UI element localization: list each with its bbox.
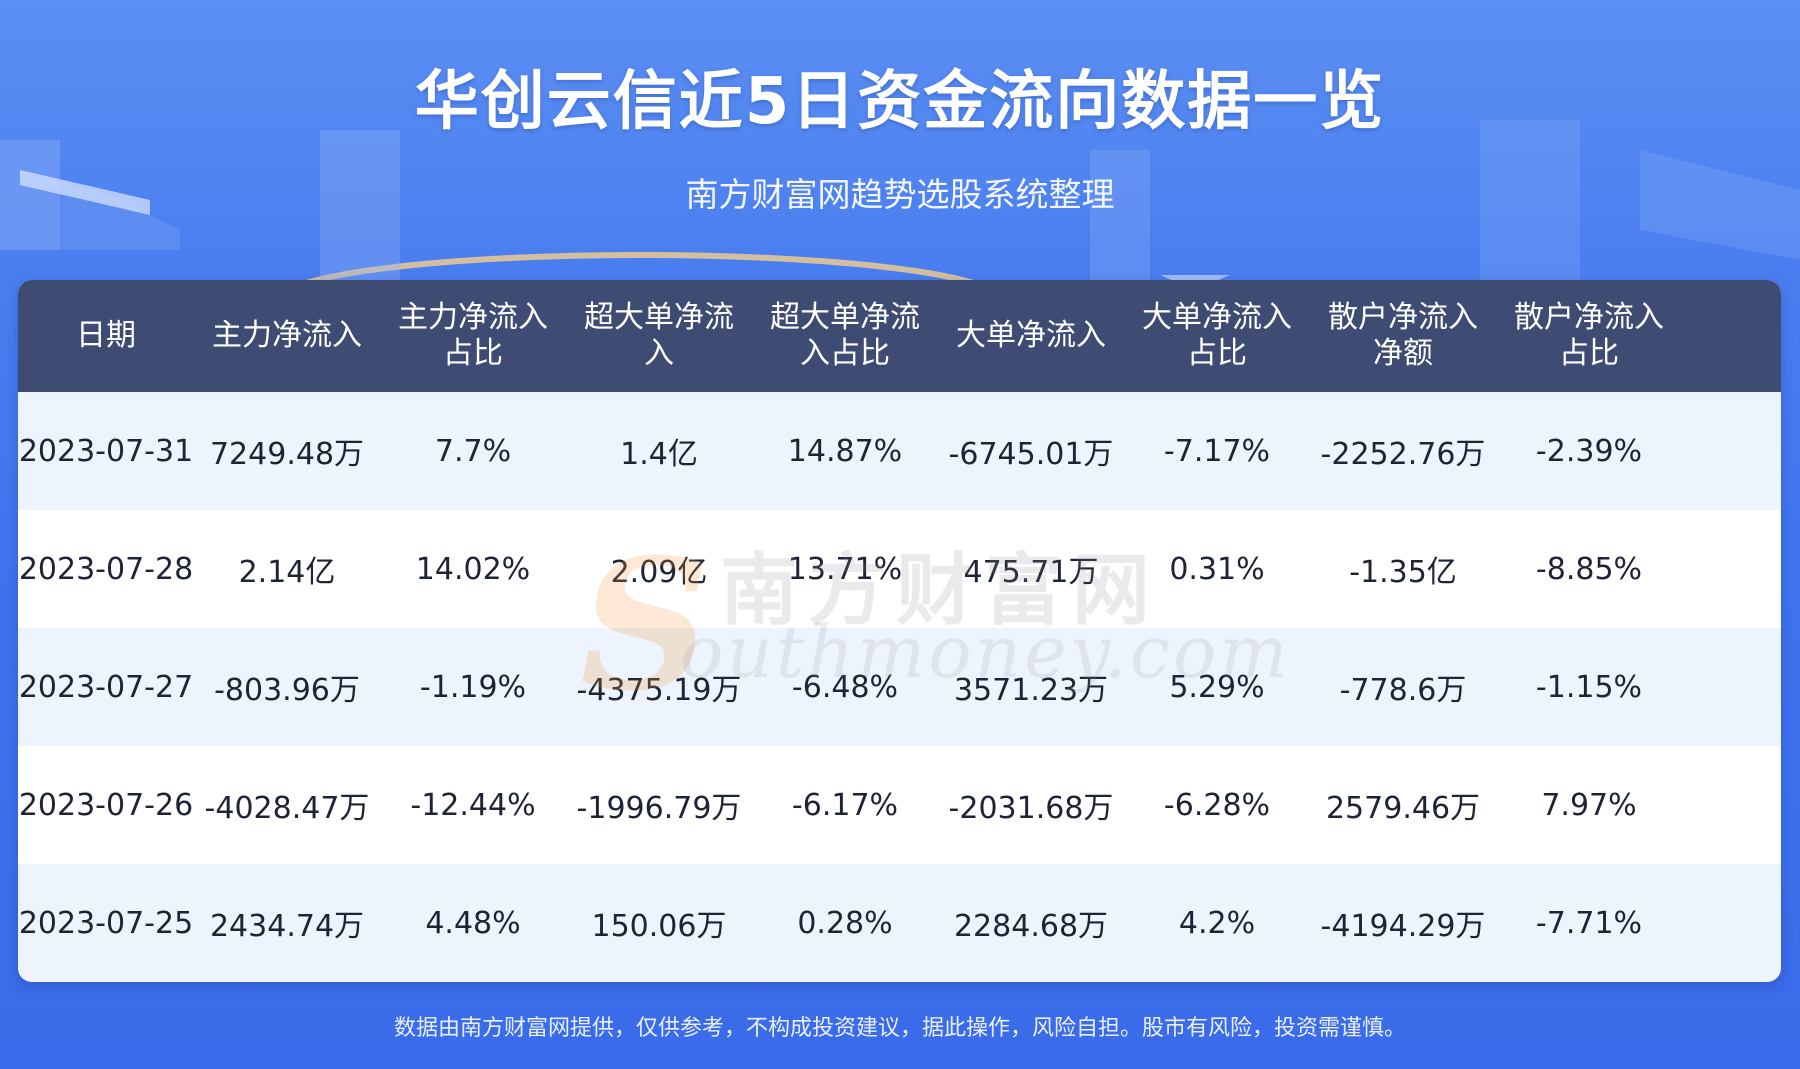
cell-xl-inflow: 150.06万 xyxy=(591,909,727,944)
cell-large-inflow: 2284.68万 xyxy=(953,909,1109,944)
header-large-inflow-ratio: 大单净流入 占比 xyxy=(1142,300,1292,371)
data-table-card: 日期 主力净流入 主力净流入 占比 超大单净流 入 超大单净流 入占比 大单净流… xyxy=(18,280,1781,982)
cell-retail-inflow-amount: 2579.46万 xyxy=(1325,791,1481,826)
table-row: 2023-07-26 -4028.47万 -12.44% -1996.79万 -… xyxy=(18,746,1781,864)
cell-large-inflow: 475.71万 xyxy=(963,555,1099,590)
cell-retail-inflow-amount: -2252.76万 xyxy=(1320,437,1486,472)
cell-retail-inflow-ratio: -2.39% xyxy=(1535,433,1643,469)
cell-xl-inflow-ratio: -6.48% xyxy=(791,669,899,705)
disclaimer-footer: 数据由南方财富网提供，仅供参考，不构成投资建议，据此操作，风险自担。股市有风险，… xyxy=(393,1016,1406,1041)
cell-large-inflow: -6745.01万 xyxy=(948,437,1114,472)
cell-xl-inflow-ratio: 13.71% xyxy=(787,551,903,587)
cell-main-inflow-ratio: 7.7% xyxy=(434,433,512,469)
cell-main-inflow: 2434.74万 xyxy=(209,909,365,944)
cell-retail-inflow-amount: -778.6万 xyxy=(1339,673,1467,708)
cell-xl-inflow: -4375.19万 xyxy=(576,673,742,708)
cell-main-inflow: -803.96万 xyxy=(214,673,360,708)
cell-xl-inflow-ratio: 14.87% xyxy=(787,433,903,469)
page-subtitle: 南方财富网趋势选股系统整理 xyxy=(685,175,1115,214)
cell-xl-inflow: -1996.79万 xyxy=(576,791,742,826)
header-retail-inflow-amount: 散户净流入 净额 xyxy=(1328,300,1478,371)
cell-large-inflow: 3571.23万 xyxy=(953,673,1109,708)
header-main-inflow-ratio: 主力净流入 占比 xyxy=(398,300,548,371)
cell-date: 2023-07-28 xyxy=(18,551,194,587)
header-main-inflow: 主力净流入 xyxy=(212,318,362,353)
header-xl-inflow-ratio: 超大单净流 入占比 xyxy=(770,300,920,371)
cell-retail-inflow-ratio: -1.15% xyxy=(1535,669,1643,705)
cell-main-inflow: 2.14亿 xyxy=(238,555,336,590)
cell-xl-inflow: 2.09亿 xyxy=(610,555,708,590)
table-row: 2023-07-27 -803.96万 -1.19% -4375.19万 -6.… xyxy=(18,628,1781,746)
cell-main-inflow: 7249.48万 xyxy=(209,437,365,472)
cell-main-inflow: -4028.47万 xyxy=(204,791,370,826)
cell-retail-inflow-ratio: -8.85% xyxy=(1535,551,1643,587)
header-large-inflow: 大单净流入 xyxy=(956,318,1106,353)
cell-main-inflow-ratio: -12.44% xyxy=(410,787,536,823)
cell-date: 2023-07-31 xyxy=(18,433,194,469)
cell-large-inflow-ratio: 0.31% xyxy=(1169,551,1265,587)
cell-main-inflow-ratio: -1.19% xyxy=(419,669,527,705)
cell-large-inflow: -2031.68万 xyxy=(948,791,1114,826)
header-date: 日期 xyxy=(76,318,136,353)
header-retail-inflow-ratio: 散户净流入 占比 xyxy=(1514,300,1664,371)
cell-main-inflow-ratio: 4.48% xyxy=(425,905,521,941)
page-title: 华创云信近5日资金流向数据一览 xyxy=(414,65,1386,139)
cell-large-inflow-ratio: 5.29% xyxy=(1169,669,1265,705)
cell-date: 2023-07-25 xyxy=(18,905,194,941)
table-header: 日期 主力净流入 主力净流入 占比 超大单净流 入 超大单净流 入占比 大单净流… xyxy=(18,280,1781,392)
cell-retail-inflow-amount: -4194.29万 xyxy=(1320,909,1486,944)
background-decoration xyxy=(0,120,1800,290)
cell-xl-inflow-ratio: 0.28% xyxy=(797,905,893,941)
cell-large-inflow-ratio: -7.17% xyxy=(1163,433,1271,469)
cell-xl-inflow-ratio: -6.17% xyxy=(791,787,899,823)
cell-main-inflow-ratio: 14.02% xyxy=(415,551,531,587)
cell-date: 2023-07-26 xyxy=(18,787,194,823)
cell-retail-inflow-amount: -1.35亿 xyxy=(1349,555,1457,590)
cell-retail-inflow-ratio: -7.71% xyxy=(1535,905,1643,941)
table-row: 2023-07-31 7249.48万 7.7% 1.4亿 14.87% -67… xyxy=(18,392,1781,510)
cell-xl-inflow: 1.4亿 xyxy=(620,437,698,472)
cell-large-inflow-ratio: -6.28% xyxy=(1163,787,1271,823)
table-row: 2023-07-25 2434.74万 4.48% 150.06万 0.28% … xyxy=(18,864,1781,982)
cell-retail-inflow-ratio: 7.97% xyxy=(1541,787,1637,823)
cell-date: 2023-07-27 xyxy=(18,669,194,705)
cell-large-inflow-ratio: 4.2% xyxy=(1178,905,1256,941)
header-xl-inflow: 超大单净流 入 xyxy=(584,300,734,371)
table-row: 2023-07-28 2.14亿 14.02% 2.09亿 13.71% 475… xyxy=(18,510,1781,628)
